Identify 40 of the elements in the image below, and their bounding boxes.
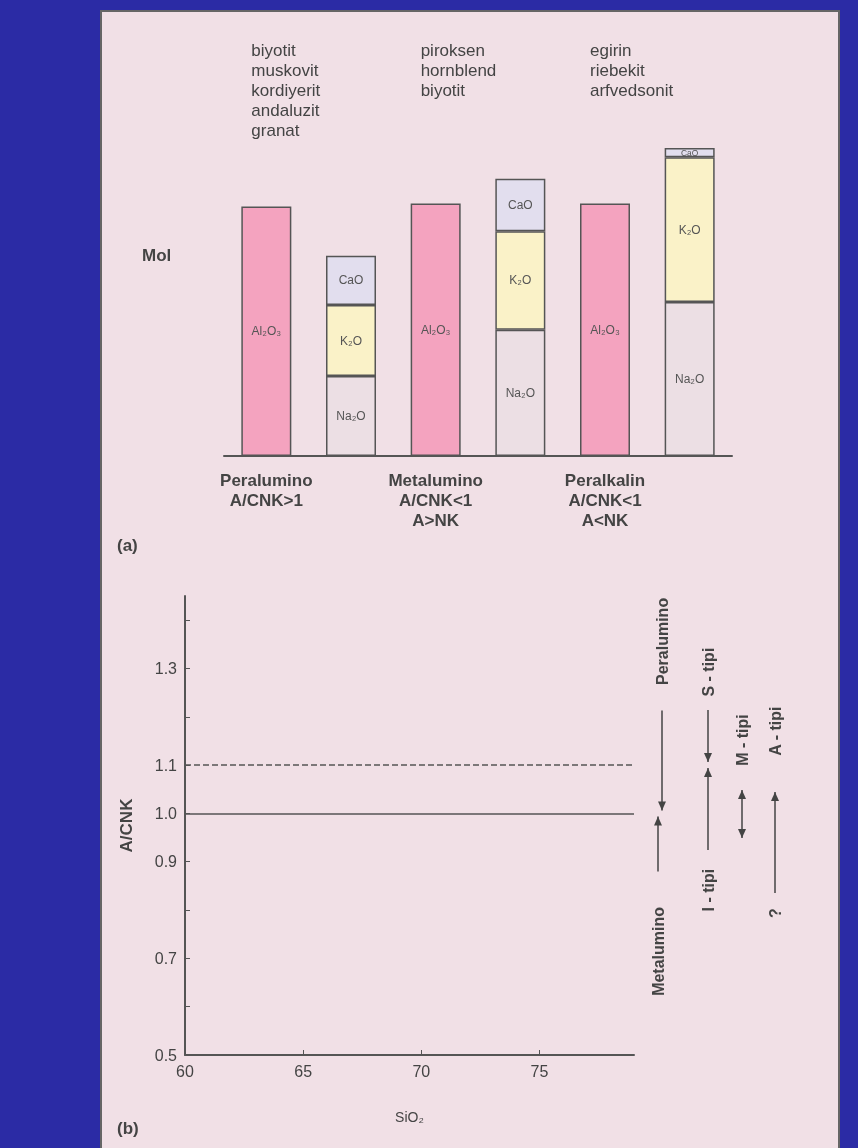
x-axis-title: SiO₂ [395,1109,424,1125]
x-tick-label: 70 [412,1062,431,1080]
text: (b) [117,1119,139,1138]
text: biyotit muskovit kordiyerit andaluzit granat [251,40,321,140]
y-tick-label: 1.0 [154,804,178,822]
y-tick-label: 0.5 [154,1046,178,1064]
x-tick-label: 65 [294,1062,313,1080]
y-axis-title: Mol [142,246,172,265]
text: Metalumino [649,906,667,996]
text: Na₂O [336,408,366,423]
series-label: CaO [681,147,699,158]
y-tick-label: 1.1 [154,756,178,774]
series-label: K₂O [340,333,362,348]
x-tick-label: 75 [530,1062,549,1080]
text: A - tipi [766,706,784,756]
text: Na₂O [674,372,705,386]
text: Peralumino [653,597,671,685]
text: Al₂O₃ [590,322,620,337]
text: K₂O [509,273,532,288]
y-tick-label: 0.7 [154,949,178,967]
text: (a) [117,536,138,555]
text: I - tipi [699,868,717,912]
x-tick-label: 60 [176,1062,194,1080]
y-tick-label: 1.3 [154,659,178,677]
text: M - tipi [733,714,751,766]
y-tick-label: 0.9 [154,853,178,871]
text: Al₂O₃ [420,322,451,337]
text: ? [766,908,784,918]
text: S - tipi [699,647,717,697]
text: piroksen hornblend biyotit [420,40,497,100]
x-tick-label: Peralkalin A/CNK<1 A<NK [564,470,646,530]
text: CaO [338,273,364,288]
x-tick-label: Peralumino A/CNK>1 [220,470,313,510]
series-label: Na₂O [505,385,536,400]
text: egirin riebekit arfvedsonit [590,40,674,100]
series-label: Al₂O₃ [251,324,282,339]
y-axis-title: A/CNK [117,797,136,853]
text: CaO [507,197,533,212]
x-tick-label: Metalumino A/CNK<1 A>NK [388,470,483,530]
text: K₂O [678,222,701,237]
